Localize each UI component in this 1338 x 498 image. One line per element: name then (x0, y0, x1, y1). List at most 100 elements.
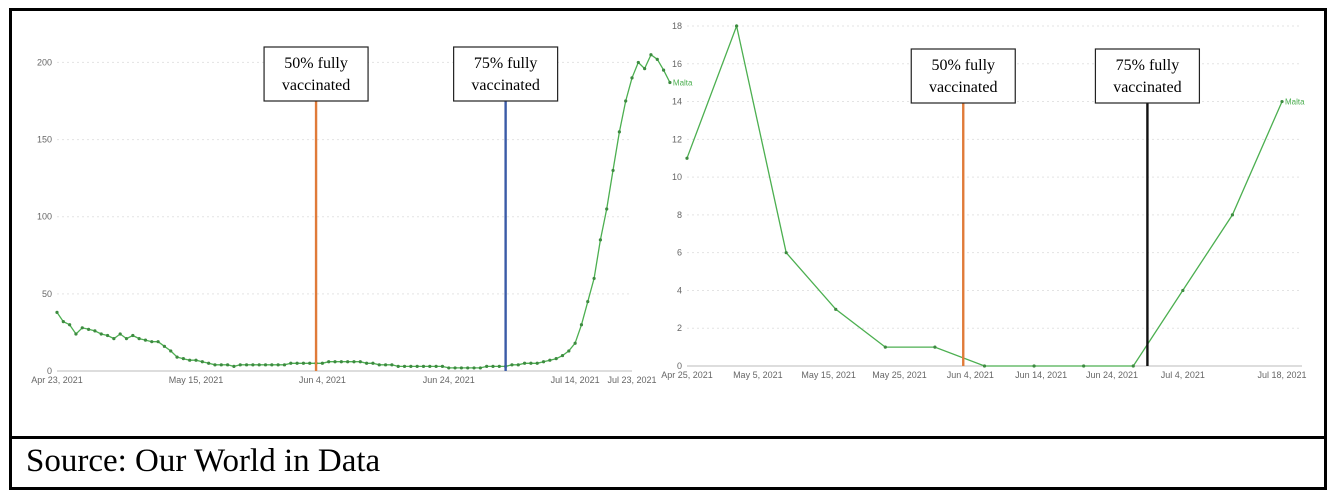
data-point (93, 329, 97, 333)
data-point (390, 363, 394, 367)
data-point (617, 130, 621, 134)
annotation-text: vaccinated (1113, 79, 1181, 96)
data-point (402, 364, 407, 368)
data-point (346, 360, 350, 364)
annotation-box (910, 48, 1016, 104)
data-point (232, 364, 236, 368)
data-point (99, 332, 103, 336)
annotation-text: 50% fully (931, 57, 995, 74)
caption-divider (12, 436, 1324, 439)
x-tick-label: Jun 24, 2021 (423, 375, 475, 385)
y-tick-label: 200 (37, 57, 52, 67)
x-tick-label: May 5, 2021 (733, 370, 783, 380)
data-point (636, 60, 640, 65)
x-tick-label: May 25, 2021 (872, 370, 927, 380)
data-point (516, 363, 520, 367)
y-tick-label: 12 (672, 134, 682, 144)
data-point (251, 363, 255, 367)
annotation-box (453, 46, 559, 102)
data-point (162, 344, 167, 348)
data-point (282, 363, 287, 367)
y-tick-label: 10 (672, 172, 682, 182)
data-point (485, 364, 489, 368)
data-point (257, 363, 261, 367)
data-point (226, 363, 230, 367)
x-tick-label: May 15, 2021 (801, 370, 856, 380)
data-point (80, 326, 84, 330)
source-caption: Source: Our World in Data (26, 443, 381, 479)
data-point (478, 366, 482, 370)
data-point (339, 360, 343, 364)
data-point (661, 68, 666, 72)
series-line-malta (56, 53, 671, 369)
y-tick-label: 16 (672, 59, 682, 69)
data-point (112, 337, 116, 341)
figure-frame: 0 50 100 150 200 Apr 23, 2021 May 15, 2021 Jun … (9, 8, 1327, 490)
x-tick-label: Jun 24, 2021 (1086, 370, 1138, 380)
data-point (74, 332, 78, 336)
data-point (194, 358, 198, 362)
data-point (1181, 288, 1185, 293)
data-point (466, 366, 470, 370)
data-point (270, 363, 274, 367)
data-point (554, 357, 558, 361)
data-point (586, 299, 590, 304)
data-point (409, 364, 413, 368)
y-tick-label: 4 (677, 285, 682, 295)
data-point (605, 207, 609, 211)
series-label: Malta (1285, 98, 1305, 107)
data-point (143, 338, 148, 342)
data-point (459, 366, 463, 370)
data-point (649, 53, 653, 57)
data-point (371, 361, 375, 365)
chart-right: 0 2 4 6 8 10 12 14 16 18 Apr 25, 2021 May 5, 2021 Ma… (661, 21, 1306, 380)
annotation-box (263, 46, 369, 102)
x-tick-label: Jun 4, 2021 (299, 375, 346, 385)
data-point (522, 361, 527, 365)
data-point (276, 363, 280, 367)
x-tick-label: Jun 4, 2021 (947, 370, 994, 380)
y-tick-label: 0 (677, 361, 682, 371)
annotation-box (1094, 48, 1201, 104)
data-point (55, 310, 59, 314)
data-point (333, 360, 337, 364)
x-tick-label: Jul 14, 2021 (551, 375, 600, 385)
data-point (105, 333, 110, 338)
data-point (1280, 99, 1284, 104)
data-point (124, 337, 129, 341)
data-point (1131, 364, 1135, 368)
data-point (579, 323, 584, 327)
data-point (244, 363, 249, 367)
annotation-text: 75% fully (1116, 57, 1180, 74)
data-point (137, 337, 141, 341)
y-tick-label: 18 (672, 21, 682, 31)
data-point (263, 363, 268, 367)
y-tick-label: 2 (677, 323, 682, 333)
y-tick-label: 8 (677, 210, 682, 220)
data-point (655, 57, 659, 61)
data-point (535, 361, 539, 365)
x-tick-label: Jun 14, 2021 (1015, 370, 1067, 380)
data-point (567, 349, 571, 353)
data-point (643, 67, 647, 71)
data-point (611, 168, 615, 173)
data-point (685, 156, 689, 160)
annotation-text: vaccinated (929, 79, 997, 96)
data-point (624, 99, 628, 103)
annotation-text: 50% fully (284, 55, 348, 72)
data-point (415, 364, 419, 368)
data-point (472, 366, 476, 370)
data-point (169, 349, 173, 353)
x-tick-label: May 15, 2021 (169, 375, 224, 385)
data-point (668, 80, 672, 85)
data-point (497, 364, 501, 368)
y-tick-label: 50 (42, 289, 52, 299)
y-tick-label: 100 (37, 212, 52, 222)
data-point (301, 361, 306, 365)
x-tick-label: Jul 4, 2021 (1161, 370, 1205, 380)
data-point (1082, 364, 1086, 368)
data-point (453, 366, 457, 370)
data-point (61, 320, 65, 324)
data-point (175, 355, 179, 359)
data-point (150, 340, 154, 344)
